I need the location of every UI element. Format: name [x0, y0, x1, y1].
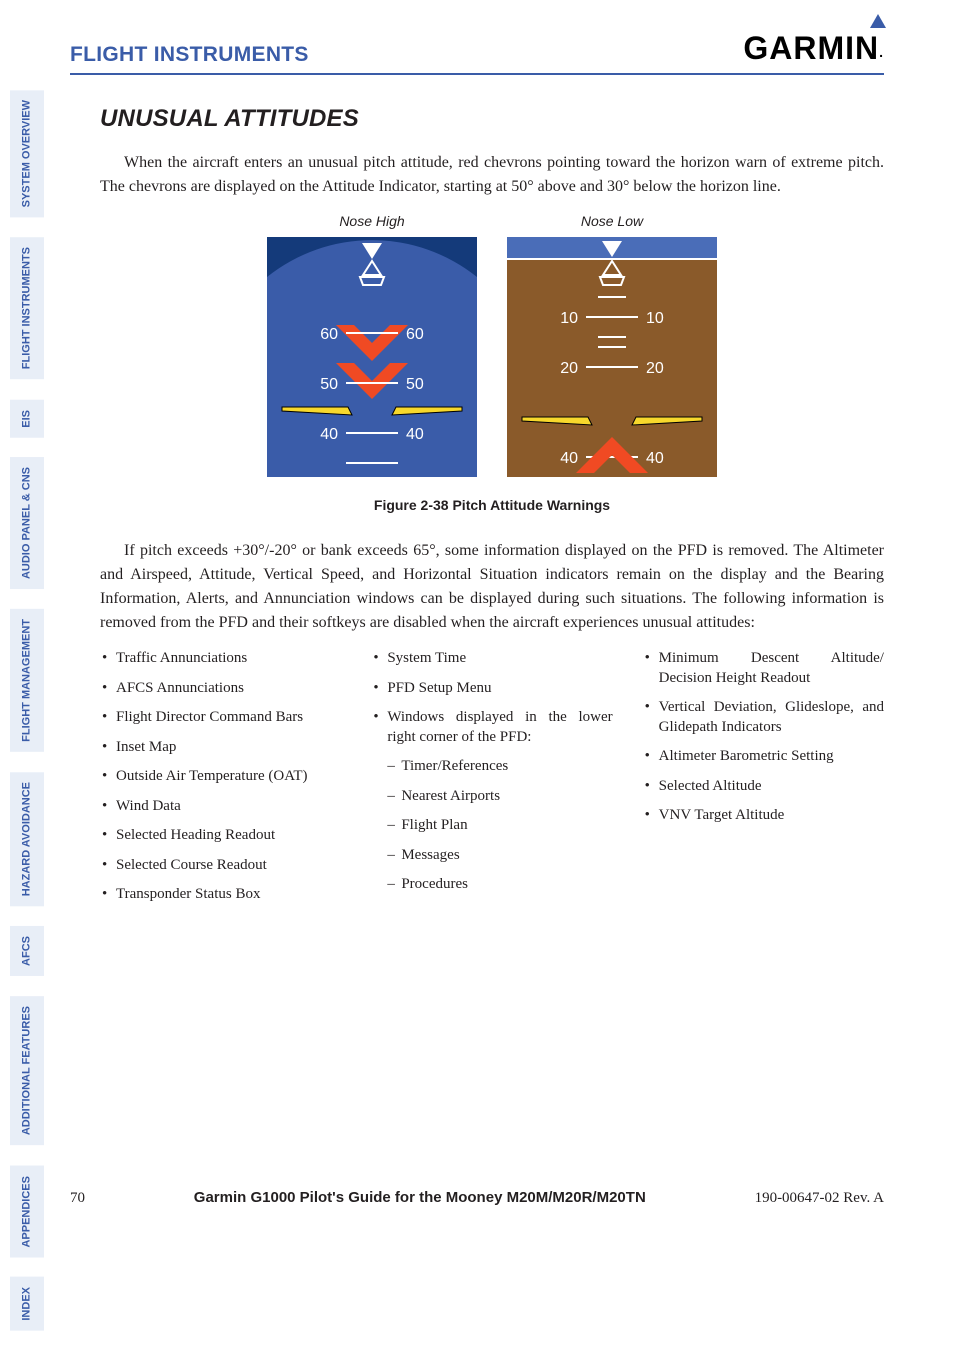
- sub-list-item: Timer/References: [387, 757, 612, 777]
- page-footer: 70 Garmin G1000 Pilot's Guide for the Mo…: [70, 1189, 884, 1207]
- section-title: FLIGHT INSTRUMENTS: [70, 43, 309, 67]
- page-number: 70: [70, 1190, 85, 1207]
- figure-label-left: Nose High: [339, 213, 404, 229]
- page-header: FLIGHT INSTRUMENTS GARMIN.: [70, 0, 884, 75]
- list-item: Vertical Deviation, Glideslope, and Glid…: [643, 698, 884, 737]
- svg-text:40: 40: [646, 450, 664, 467]
- list-item: Traffic Annunciations: [100, 649, 341, 669]
- svg-text:60: 60: [320, 326, 338, 343]
- sub-list-item: Flight Plan: [387, 816, 612, 836]
- list-item: PFD Setup Menu: [371, 679, 612, 699]
- attitude-indicator-nose-low: 10 10 20 20 40 40: [507, 237, 717, 477]
- list-item: Windows displayed in the lower right cor…: [371, 708, 612, 895]
- sidebar-tab[interactable]: FLIGHT MANAGEMENT: [10, 609, 44, 752]
- list-item: Inset Map: [100, 738, 341, 758]
- list-item: Outside Air Temperature (OAT): [100, 767, 341, 787]
- sidebar-tab[interactable]: SYSTEM OVERVIEW: [10, 90, 44, 217]
- sidebar-tab[interactable]: AUDIO PANEL & CNS: [10, 457, 44, 589]
- brand-logo: GARMIN.: [743, 30, 884, 67]
- brand-text: GARMIN: [743, 30, 879, 66]
- sub-list: Timer/References Nearest Airports Flight P…: [387, 757, 612, 895]
- sidebar-tab[interactable]: FLIGHT INSTRUMENTS: [10, 237, 44, 379]
- bullet-column-1: Traffic Annunciations AFCS Annunciations F…: [100, 649, 341, 905]
- list-item: Selected Heading Readout: [100, 826, 341, 846]
- figure-caption: Figure 2-38 Pitch Attitude Warnings: [100, 497, 884, 513]
- sidebar-tab[interactable]: ADDITIONAL FEATURES: [10, 996, 44, 1145]
- svg-text:10: 10: [646, 310, 664, 327]
- figure-row: Nose High 60 60 50 50 40 40 Nose Low 10 10 20 20…: [100, 213, 884, 477]
- sidebar-tab[interactable]: HAZARD AVOIDANCE: [10, 772, 44, 906]
- svg-text:40: 40: [320, 426, 338, 443]
- figure-nose-low: Nose Low 10 10 20 20 40 40: [507, 213, 717, 477]
- list-item: Selected Course Readout: [100, 856, 341, 876]
- list-item: Minimum Descent Altitude/ Decision Heigh…: [643, 649, 884, 688]
- sub-list-item: Nearest Airports: [387, 787, 612, 807]
- bullet-columns: Traffic Annunciations AFCS Annunciations F…: [100, 649, 884, 915]
- bullet-column-2: System Time PFD Setup Menu Windows display…: [371, 649, 612, 895]
- sidebar-tab[interactable]: INDEX: [10, 1277, 44, 1331]
- figure-label-right: Nose Low: [581, 213, 643, 229]
- svg-text:20: 20: [560, 360, 578, 377]
- svg-text:50: 50: [320, 376, 338, 393]
- sidebar-tab[interactable]: APPENDICES: [10, 1166, 44, 1258]
- sidebar-tab[interactable]: EIS: [10, 400, 44, 438]
- list-item: Transponder Status Box: [100, 885, 341, 905]
- list-item: Selected Altitude: [643, 777, 884, 797]
- bullet-column-3: Minimum Descent Altitude/ Decision Heigh…: [643, 649, 884, 826]
- subsection-title: UNUSUAL ATTITUDES: [100, 105, 884, 133]
- footer-title: Garmin G1000 Pilot's Guide for the Moone…: [194, 1189, 646, 1206]
- list-item: Wind Data: [100, 797, 341, 817]
- list-item: VNV Target Altitude: [643, 806, 884, 826]
- list-item: System Time: [371, 649, 612, 669]
- paragraph-2: If pitch exceeds +30°/-20° or bank excee…: [100, 539, 884, 635]
- sub-list-item: Procedures: [387, 875, 612, 895]
- main-content: UNUSUAL ATTITUDES When the aircraft ente…: [0, 75, 954, 915]
- svg-text:50: 50: [406, 376, 424, 393]
- figure-nose-high: Nose High 60 60 50 50 40 40: [267, 213, 477, 477]
- list-item: Flight Director Command Bars: [100, 708, 341, 728]
- attitude-indicator-nose-high: 60 60 50 50 40 40: [267, 237, 477, 477]
- sidebar-tab[interactable]: AFCS: [10, 926, 44, 976]
- sub-list-item: Messages: [387, 846, 612, 866]
- sidebar-tabs: SYSTEM OVERVIEW FLIGHT INSTRUMENTS EIS AUDI…: [10, 90, 54, 1351]
- list-item: Altimeter Barometric Setting: [643, 747, 884, 767]
- svg-text:60: 60: [406, 326, 424, 343]
- svg-text:40: 40: [406, 426, 424, 443]
- paragraph-1: When the aircraft enters an unusual pitc…: [100, 151, 884, 199]
- svg-text:10: 10: [560, 310, 578, 327]
- list-item: AFCS Annunciations: [100, 679, 341, 699]
- svg-text:40: 40: [560, 450, 578, 467]
- svg-text:20: 20: [646, 360, 664, 377]
- footer-docnum: 190-00647-02 Rev. A: [755, 1190, 884, 1207]
